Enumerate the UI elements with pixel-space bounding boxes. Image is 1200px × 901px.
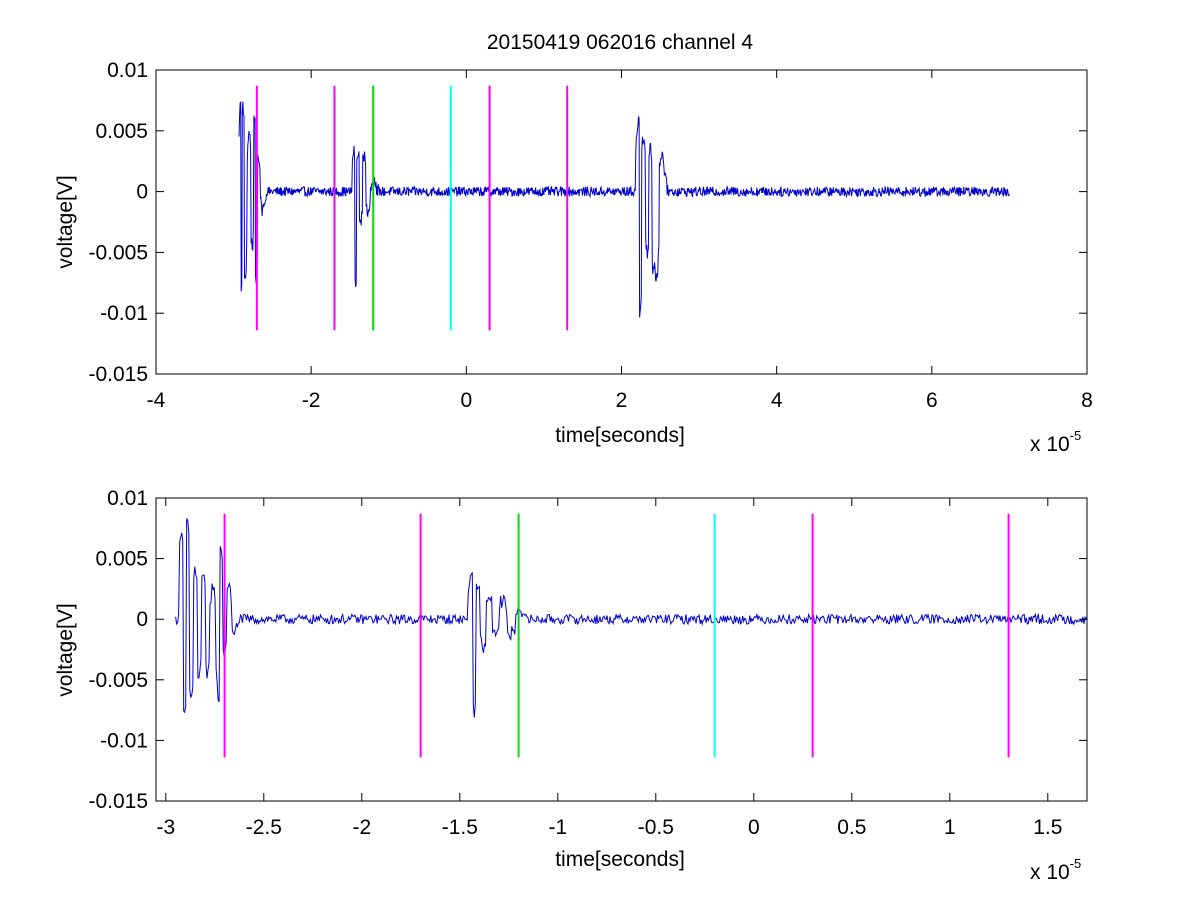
bottom-x-multiplier-exponent: -5 [1070,856,1082,871]
top-xtick-label: 2 [616,389,628,412]
top-x-multiplier: x 10-5 [1030,428,1081,456]
bottom-ytick-label: 0.01 [107,487,148,510]
bottom-ytick-label: 0 [136,608,148,631]
bottom-xtick-label: -3 [156,816,175,839]
top-xtick-label: -4 [147,389,166,412]
top-xtick-label: 6 [926,389,938,412]
top-ticks: -4 -2 0 2 4 6 8 -0.015 -0.01 -0.005 0 0.005 0.01 [88,59,1092,412]
top-axes-frame [155,69,1088,375]
bottom-xtick-label: -1.5 [442,816,478,839]
bottom-x-multiplier: x 10-5 [1030,856,1081,884]
top-xtick-label: 0 [460,389,472,412]
bottom-ytick-label: 0.005 [95,548,148,571]
bottom-xtick-label: -0.5 [638,816,674,839]
top-ytick-label: -0.01 [100,302,148,325]
bottom-xtick-label: -2 [352,816,371,839]
top-ytick-label: 0 [136,181,148,204]
top-axes: -4 -2 0 2 4 6 8 -0.015 -0.01 -0.005 0 0.005 0.01 tim… [54,59,1093,456]
bottom-xlabel: time[seconds] [555,848,685,871]
top-ytick-label: 0.01 [107,59,148,82]
top-xtick-label: 8 [1081,389,1093,412]
bottom-ticks: -3 -2.5 -2 -1.5 -1 -0.5 0 0.5 1 1.5 -0.015 -0.01 -0.… [88,487,1087,839]
bottom-xtick-label: 1 [944,816,956,839]
bottom-axes-frame [155,497,1088,802]
top-xlabel: time[seconds] [555,424,685,447]
bottom-xtick-label: 0 [748,816,760,839]
top-x-multiplier-exponent: -5 [1070,428,1082,443]
top-ytick-label: -0.005 [88,241,148,264]
top-ylabel: voltage[V] [54,175,77,268]
bottom-xtick-label: -2.5 [246,816,282,839]
bottom-ylabel: voltage[V] [54,603,77,696]
figure-title: 20150419 062016 channel 4 [487,31,754,54]
bottom-signal-line [175,518,1088,718]
top-signal-line [238,101,1010,318]
top-x-multiplier-base: x 10 [1030,433,1070,456]
bottom-xtick-label: 1.5 [1033,816,1062,839]
bottom-ytick-label: -0.01 [100,729,148,752]
bottom-plot-marks [175,513,1088,758]
top-plot-marks [238,85,1010,331]
bottom-ytick-label: -0.015 [88,790,148,813]
top-xtick-label: 4 [771,389,783,412]
bottom-xtick-label: 0.5 [837,816,866,839]
top-ytick-label: -0.015 [88,363,148,386]
bottom-ytick-label: -0.005 [88,669,148,692]
top-ytick-label: 0.005 [95,120,148,143]
top-xtick-label: -2 [302,389,321,412]
bottom-axes: -3 -2.5 -2 -1.5 -1 -0.5 0 0.5 1 1.5 -0.015 -0.01 -0.… [54,487,1088,884]
bottom-xtick-label: -1 [548,816,567,839]
bottom-x-multiplier-base: x 10 [1030,861,1070,884]
